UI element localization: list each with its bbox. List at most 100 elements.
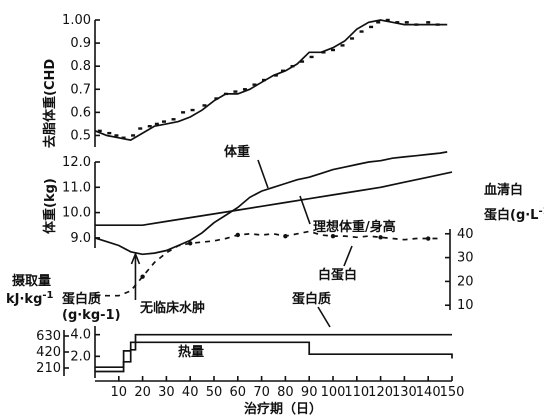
ratio-data-point	[290, 64, 295, 68]
intake-outer-tick-label: 210	[36, 361, 61, 376]
protein-axis-unit: (g·kg-1)	[62, 308, 121, 323]
ratio-data-point	[404, 21, 409, 24]
intake-inner-tick-label: 4.0	[70, 328, 91, 343]
ratio-data-point	[154, 122, 159, 126]
ratio-data-point	[426, 21, 431, 24]
albumin-data-point	[283, 233, 288, 239]
ratio-data-point	[242, 88, 247, 91]
ratio-data-point	[214, 97, 219, 100]
x-tick-label: 70	[253, 385, 270, 400]
x-tick-label: 150	[440, 385, 465, 400]
weight-series-line	[94, 151, 448, 256]
x-tick-label: 110	[344, 385, 369, 400]
albumin-label: 白蛋白	[318, 267, 357, 283]
ratio-data-point	[359, 30, 364, 33]
ratio-data-point	[385, 18, 390, 22]
albumin-data-point	[235, 232, 240, 238]
x-tick-label: 10	[111, 385, 128, 400]
albumin-series-line	[95, 230, 441, 297]
weight-y-tick-label: 9.0	[70, 231, 91, 246]
ratio-data-point	[414, 23, 419, 26]
axes-layer: 0.5 0.6 0.7 0.8 0.9 1.00 9.0 10.0 11.0 12.0 10 20 30…	[36, 13, 473, 400]
albumin-data-point	[378, 235, 383, 240]
ratio-y-tick-label: 0.7	[70, 82, 91, 97]
ratio-data-point	[114, 134, 119, 137]
weight-y-tick-label: 11.0	[62, 180, 91, 195]
ratio-series-line	[94, 19, 448, 141]
ratio-data-point	[340, 44, 345, 47]
ratio-data-point	[97, 129, 102, 133]
ratio-data-point	[233, 90, 238, 93]
albumin-data-point	[330, 233, 336, 239]
weight-y-tick-label: 10.0	[62, 206, 91, 221]
ratio-data-point	[261, 78, 266, 82]
ratio-y-tick-label: 0.5	[70, 128, 91, 143]
protein-axis-label: 蛋白质	[62, 291, 101, 307]
x-tick-label: 90	[301, 385, 318, 400]
ratio-data-point	[181, 111, 186, 114]
ratio-y-tick-label: 0.6	[70, 105, 91, 120]
x-tick-label: 100	[321, 385, 346, 400]
ratio-y-tick-label: 0.9	[70, 36, 91, 51]
ratio-data-point	[162, 120, 167, 123]
intake-unit: kJ·kg-1	[6, 290, 54, 307]
albumin-label-pointer	[343, 245, 353, 267]
x-tick-label: 80	[277, 385, 294, 400]
ratio-data-point	[131, 134, 136, 137]
albumin-data-point	[140, 274, 145, 279]
x-tick-label: 30	[158, 385, 175, 400]
ratio-y-tick-label: 1.00	[62, 13, 91, 28]
weight-ylabel: 体重(kg)	[42, 178, 58, 234]
intake-outer-tick-label: 630	[36, 329, 61, 344]
x-tick-label: 60	[230, 385, 247, 400]
ratio-data-point	[395, 21, 400, 24]
intake-outer-tick-label: 420	[36, 345, 61, 360]
intake-inner-tick-label: 2.0	[70, 349, 91, 364]
albumin-data-point	[188, 241, 193, 246]
ratio-data-point	[281, 69, 286, 72]
x-tick-label: 130	[392, 385, 417, 400]
ratio-data-point	[171, 118, 176, 121]
serum-unit: 蛋白(g·L-1)	[484, 206, 544, 223]
ideal-series-label: 理想体重/身高	[313, 219, 396, 235]
serum-unit-exp: -1	[538, 206, 544, 217]
ratio-data-point	[190, 108, 195, 112]
intake-title: 摄取量	[12, 273, 51, 289]
albumin-y-tick-label: 30	[457, 251, 474, 266]
ratio-data-point	[369, 25, 374, 29]
ratio-data-point	[350, 37, 355, 40]
x-tick-label: 140	[416, 385, 441, 400]
ratio-data-point	[138, 127, 143, 130]
weight-label-pointer	[257, 159, 269, 189]
albumin-data-point	[426, 236, 431, 241]
weight-series-label: 体重	[224, 144, 250, 160]
intake-unit-exp: -1	[42, 290, 53, 301]
ratio-data-point	[300, 60, 305, 63]
no-edema-label: 无临床水肿	[139, 300, 205, 316]
protein-series-label: 蛋白质	[292, 291, 331, 307]
ratio-data-point	[202, 104, 207, 107]
calories-step-line	[95, 341, 453, 373]
ratio-data-point	[309, 55, 314, 59]
ratio-data-point	[376, 21, 381, 24]
albumin-y-tick-label: 10	[457, 298, 474, 313]
protein-label-pointer	[317, 306, 331, 328]
ratio-data-point	[331, 48, 335, 52]
ratio-data-point	[273, 74, 278, 77]
weight-y-tick-label: 12.0	[62, 155, 91, 170]
x-tick-label: 120	[368, 385, 393, 400]
serum-unit-text: 蛋白(g·L	[484, 207, 538, 223]
ratio-data-point	[121, 136, 126, 139]
protein-step-line	[95, 333, 452, 369]
x-tick-label: 20	[134, 385, 151, 400]
x-axis-label: 治疗期（日）	[244, 401, 322, 417]
albumin-y-tick-label: 20	[457, 274, 474, 289]
serum-title: 血清白	[484, 182, 523, 198]
ratio-ylabel: 去脂体重(CHD	[42, 59, 58, 148]
ratio-data-point	[321, 51, 326, 54]
ratio-data-point	[252, 83, 257, 86]
x-tick-label: 40	[182, 385, 199, 400]
calories-series-label: 热量	[178, 344, 204, 360]
